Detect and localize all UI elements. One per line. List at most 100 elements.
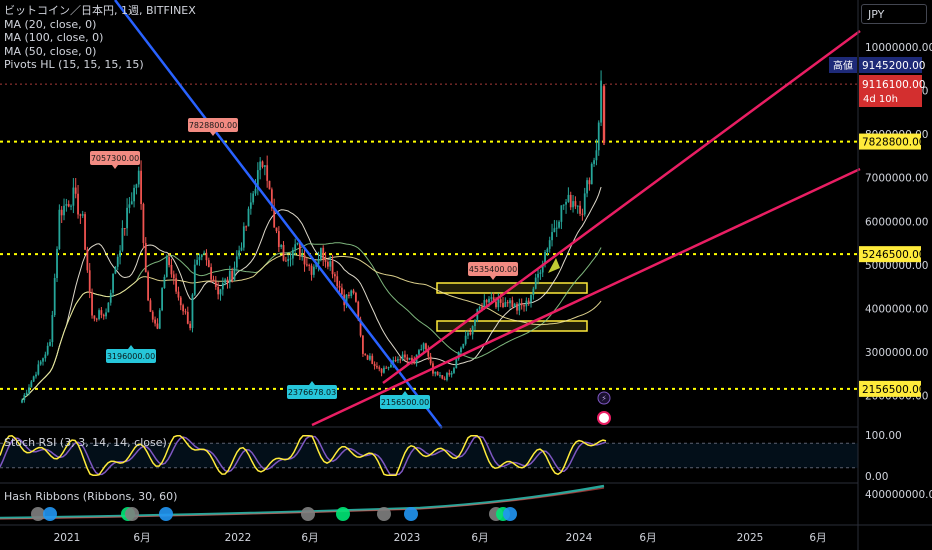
candle-body [439,375,441,377]
candle-body [67,204,70,207]
candle-body [49,342,51,346]
candle-body [576,205,579,207]
pivot-low-pointer [309,381,315,385]
candle-body [378,367,381,369]
stoch-rsi-label[interactable]: Stoch RSI (3, 3, 14, 14, close) [4,436,167,449]
candle-body [301,254,304,257]
candle-body [422,343,425,349]
candle-body [130,201,133,205]
high-price-label: 9145200.00 [862,60,925,72]
candle-body [210,267,213,280]
candle-body [98,310,100,320]
level-price-tag [859,380,921,397]
candle-body [319,247,322,259]
candle-body [495,301,497,308]
candle-body [305,264,308,266]
candle-body [581,213,584,215]
legend-ma20[interactable]: MA (20, close, 0) [4,17,97,31]
candle-body [600,80,602,123]
hash-signal-dot [336,507,350,521]
level-price-label: 7828800.00 [862,137,925,149]
hash-ribbons-label[interactable]: Hash Ribbons (Ribbons, 30, 60) [4,490,178,503]
candle-body [532,288,535,296]
level-price-label: 5246500.00 [862,249,925,261]
candle-body [324,259,327,262]
candle-body [387,367,390,369]
candle-body [81,214,84,216]
candle-body [56,249,58,278]
level-price-label: 2156500.00 [862,384,925,396]
candle-body [35,374,37,377]
legend-pivots[interactable]: Pivots HL (15, 15, 15, 15) [4,58,144,71]
stoch-k-line [0,435,607,476]
candle-body [156,323,159,329]
candle-body [196,259,199,265]
time-tick-label: 6月 [809,532,826,544]
candle-body [219,289,222,295]
candle-body [105,312,107,317]
hash-ribbon-fast [0,484,605,520]
time-tick-label: 2025 [737,532,764,544]
pivot-high-label: 4535400.00 [469,265,517,274]
candle-body [362,335,364,354]
candle-body [186,311,189,324]
candle-body [483,300,486,309]
candle-body [534,277,537,289]
time-axis: 2021 6月 2022 6月 2023 6月 2024 6月 2025 6月 [0,524,932,544]
candle-body [455,358,458,369]
pivot-high-pointer [210,132,216,136]
candle-body [478,306,481,309]
time-tick-label: 2022 [225,532,252,544]
legend-ma50[interactable]: MA (50, close, 0) [4,44,97,58]
candle-body [572,201,574,208]
candle-body [340,287,343,295]
candle-body [102,314,105,317]
symbol-title[interactable]: ビットコイン／日本円, 1週, BITFINEX [4,4,196,17]
candle-body [203,252,206,255]
candle-body [499,299,502,303]
hash-signal-dot [404,507,418,521]
downtrend-line [114,0,443,429]
candle-body [434,371,437,374]
candle-body [240,247,243,251]
pivot-low-label: 2156500.00 [381,398,429,407]
candle-body [86,249,89,271]
candle-body [404,354,406,358]
pivot-high-label: 7057300.00 [91,154,139,163]
hash-signal-dot [43,507,57,521]
candle-body [303,254,306,265]
candle-body [224,279,227,284]
candle-body [448,373,451,375]
stoch-d-line [0,435,607,476]
candle-body [350,290,353,296]
candle-body [256,170,259,189]
candle-body [294,244,297,250]
up-arrow-icon [548,258,560,273]
stoch-tick-label: 100.00 [865,430,902,442]
time-tick-label: 2021 [54,532,81,544]
candle-body [198,257,201,260]
candle-body [184,311,187,313]
high-name-label: 高値 [833,59,853,72]
candle-body [126,207,128,229]
candle-body [338,285,341,288]
candle-body [226,279,229,283]
candle-body [193,264,196,295]
candle-body [170,264,173,275]
candle-body [312,266,315,275]
candle-body [79,214,82,216]
legend-ma100[interactable]: MA (100, close, 0) [4,31,104,44]
candle-body [497,299,500,308]
last-price-tag [859,75,922,107]
candle-body [161,288,163,311]
pivot-low-pointer [402,391,408,395]
candle-body [593,160,595,164]
candle-body [516,303,518,311]
currency-button[interactable]: JPY [861,4,927,24]
candle-body [221,283,224,290]
candle-body [326,261,329,267]
candle-body [77,193,79,215]
pivot-low-label: 3196000.00 [107,352,155,361]
candle-body [182,305,185,312]
